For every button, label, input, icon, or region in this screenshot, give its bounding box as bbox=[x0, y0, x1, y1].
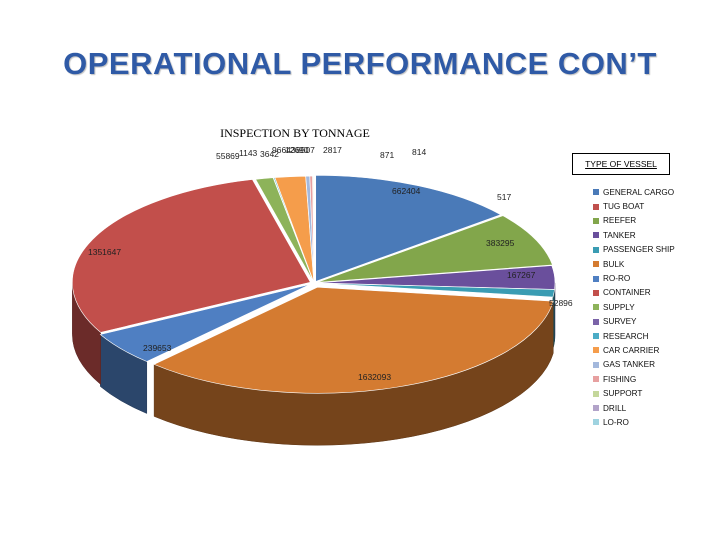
legend-swatch bbox=[593, 376, 599, 383]
pie-slice-reefer bbox=[317, 215, 553, 283]
data-label-reefer: 383295 bbox=[486, 238, 515, 248]
legend-item-fishing: FISHING bbox=[593, 372, 675, 386]
legend-label: SUPPLY bbox=[603, 302, 635, 312]
legend-label: RO-RO bbox=[603, 274, 631, 284]
data-label-container: 1351647 bbox=[88, 247, 121, 257]
legend-swatch bbox=[593, 419, 599, 426]
legend-swatch bbox=[593, 304, 599, 311]
legend-swatch bbox=[593, 289, 599, 296]
legend-item-lo-ro: LO-RO bbox=[593, 415, 675, 429]
legend-swatch bbox=[593, 275, 599, 282]
data-label-ro-ro: 239653 bbox=[143, 343, 172, 353]
legend-item-gas-tanker: GAS TANKER bbox=[593, 358, 675, 372]
legend-label: REEFER bbox=[603, 216, 637, 226]
legend-swatch bbox=[593, 361, 599, 368]
legend-label: TANKER bbox=[603, 230, 636, 240]
chart-title: INSPECTION BY TONNAGE bbox=[220, 126, 370, 140]
legend-label: SURVEY bbox=[603, 317, 637, 327]
slide-title: OPERATIONAL PERFORMANCE CON’T bbox=[63, 46, 657, 81]
legend-label: RESEARCH bbox=[603, 331, 649, 341]
data-label-supply: 55869 bbox=[216, 151, 240, 161]
legend-item-bulk: BULK bbox=[593, 257, 675, 271]
legend-label: BULK bbox=[603, 259, 625, 269]
data-label-gas-tanker: 12690 bbox=[285, 145, 309, 155]
legend-swatch bbox=[593, 246, 599, 253]
legend-item-support: SUPPORT bbox=[593, 386, 675, 400]
data-label-drill: 871 bbox=[380, 150, 394, 160]
data-label-car-carrier: 96643 bbox=[272, 145, 296, 155]
data-label-research: 3642 bbox=[260, 149, 279, 159]
legend-item-research: RESEARCH bbox=[593, 329, 675, 343]
data-label-survey: 1143 bbox=[239, 148, 258, 158]
legend-swatch bbox=[593, 347, 599, 354]
legend-label: GENERAL CARGO bbox=[603, 187, 675, 197]
pie-slice-general-cargo bbox=[315, 175, 502, 282]
legend-swatch bbox=[593, 261, 599, 268]
legend-title: TYPE OF VESSEL bbox=[572, 153, 670, 175]
data-label-support: 2817 bbox=[323, 145, 342, 155]
legend-item-supply: SUPPLY bbox=[593, 300, 675, 314]
legend-swatch bbox=[593, 217, 599, 224]
pie-slice-ro-ro bbox=[99, 284, 311, 362]
pie-slice-passenger-ship bbox=[316, 282, 555, 298]
legend-label: CAR CARRIER bbox=[603, 345, 660, 355]
legend-swatch bbox=[593, 318, 599, 325]
pie-slice-bulk bbox=[153, 286, 554, 394]
legend-item-tanker: TANKER bbox=[593, 228, 675, 242]
legend-item-container: CONTAINER bbox=[593, 286, 675, 300]
legend-swatch bbox=[593, 333, 599, 340]
legend-swatch bbox=[593, 232, 599, 239]
legend-label: GAS TANKER bbox=[603, 360, 656, 370]
pie-slice-tug-boat bbox=[315, 215, 502, 283]
data-label-general-cargo: 662404 bbox=[392, 186, 421, 196]
legend-item-reefer: REEFER bbox=[593, 214, 675, 228]
legend-swatch bbox=[593, 390, 599, 397]
legend-item-tug-boat: TUG BOAT bbox=[593, 199, 675, 213]
legend-label: SUPPORT bbox=[603, 389, 643, 399]
legend-swatch bbox=[593, 203, 599, 210]
legend-label: FISHING bbox=[603, 374, 637, 384]
data-label-tug-boat: 517 bbox=[497, 192, 511, 202]
data-label-bulk: 1632093 bbox=[358, 372, 391, 382]
legend-item-car-carrier: CAR CARRIER bbox=[593, 343, 675, 357]
legend-label: PASSENGER SHIP bbox=[603, 245, 675, 255]
legend: GENERAL CARGO TUG BOAT REEFER TANKER PASSENG… bbox=[593, 185, 675, 430]
legend-label: TUG BOAT bbox=[603, 202, 645, 212]
legend-swatch bbox=[593, 405, 599, 412]
legend-item-passenger-ship: PASSENGER SHIP bbox=[593, 243, 675, 257]
legend-item-general-cargo: GENERAL CARGO bbox=[593, 185, 675, 199]
legend-swatch bbox=[593, 189, 599, 196]
data-label-passenger-ship: 52896 bbox=[549, 298, 573, 308]
pie-slice-container bbox=[72, 179, 311, 333]
legend-label: DRILL bbox=[603, 403, 627, 413]
data-label-tanker: 167267 bbox=[507, 270, 536, 280]
legend-item-survey: SURVEY bbox=[593, 315, 675, 329]
data-label-lo-ro: 814 bbox=[412, 147, 426, 157]
data-label-fishing: 8507 bbox=[296, 145, 315, 155]
legend-label: CONTAINER bbox=[603, 288, 651, 298]
legend-label: LO-RO bbox=[603, 417, 629, 427]
legend-item-ro-ro: RO-RO bbox=[593, 271, 675, 285]
legend-item-drill: DRILL bbox=[593, 401, 675, 415]
